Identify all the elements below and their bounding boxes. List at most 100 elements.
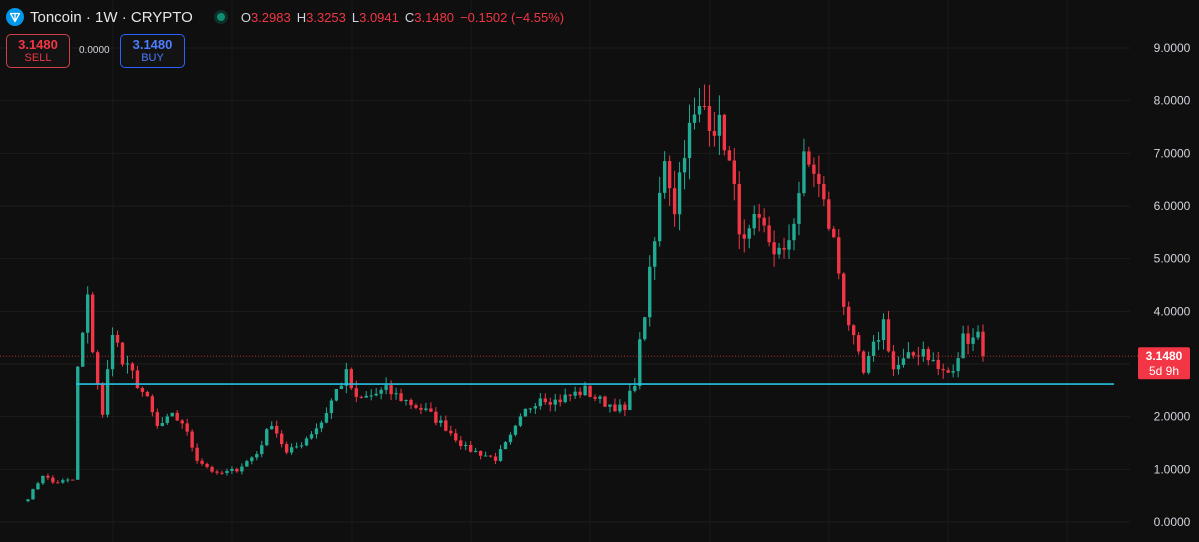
candle[interactable] xyxy=(643,316,647,342)
candle[interactable] xyxy=(911,351,916,359)
candle[interactable] xyxy=(802,138,806,197)
candle[interactable] xyxy=(702,84,707,111)
candle[interactable] xyxy=(100,381,105,418)
candle[interactable] xyxy=(309,431,314,440)
candle[interactable] xyxy=(677,161,682,231)
candle[interactable] xyxy=(931,352,935,363)
candle[interactable] xyxy=(672,170,677,227)
candle[interactable] xyxy=(891,344,896,377)
candle[interactable] xyxy=(71,479,75,481)
candle[interactable] xyxy=(414,403,418,410)
candle[interactable] xyxy=(76,365,80,480)
candle[interactable] xyxy=(961,325,965,359)
candle[interactable] xyxy=(205,462,209,469)
candle[interactable] xyxy=(956,352,960,378)
candle[interactable] xyxy=(150,394,155,417)
candle[interactable] xyxy=(881,313,886,350)
candle[interactable] xyxy=(319,420,324,433)
candle[interactable] xyxy=(553,393,557,412)
candle[interactable] xyxy=(210,465,214,474)
candle[interactable] xyxy=(712,111,717,147)
candle[interactable] xyxy=(449,425,453,436)
candle[interactable] xyxy=(667,155,672,206)
candle[interactable] xyxy=(707,84,712,147)
candle[interactable] xyxy=(41,475,45,486)
candle[interactable] xyxy=(548,397,552,412)
candle[interactable] xyxy=(110,327,115,377)
candle[interactable] xyxy=(822,176,826,207)
candle[interactable] xyxy=(722,113,727,156)
candle[interactable] xyxy=(856,332,861,355)
candle[interactable] xyxy=(697,88,702,123)
candle[interactable] xyxy=(190,429,194,452)
candle[interactable] xyxy=(732,147,736,201)
candle[interactable] xyxy=(966,325,970,355)
candle[interactable] xyxy=(130,362,135,379)
candle[interactable] xyxy=(434,407,438,426)
candle[interactable] xyxy=(638,332,642,390)
candle[interactable] xyxy=(851,324,856,345)
candle[interactable] xyxy=(662,151,667,199)
candle[interactable] xyxy=(563,388,567,404)
candle[interactable] xyxy=(235,467,239,473)
candle[interactable] xyxy=(772,230,776,267)
candle[interactable] xyxy=(682,140,687,190)
candle[interactable] xyxy=(792,218,796,251)
candle[interactable] xyxy=(886,310,891,353)
candle[interactable] xyxy=(379,387,383,400)
candle[interactable] xyxy=(56,480,60,484)
candle[interactable] xyxy=(230,466,234,474)
candle[interactable] xyxy=(135,365,140,390)
candle[interactable] xyxy=(46,473,50,481)
candle[interactable] xyxy=(464,441,468,451)
candle[interactable] xyxy=(842,272,846,315)
candle[interactable] xyxy=(314,423,319,439)
candle[interactable] xyxy=(324,407,329,424)
candle[interactable] xyxy=(757,204,761,232)
candle[interactable] xyxy=(832,226,836,239)
symbol-title[interactable]: Toncoin · 1W · CRYPTO xyxy=(30,8,193,26)
candle[interactable] xyxy=(747,224,751,249)
candle[interactable] xyxy=(633,377,637,393)
candle[interactable] xyxy=(404,399,408,406)
candle[interactable] xyxy=(215,469,219,475)
candle[interactable] xyxy=(921,341,926,362)
candle[interactable] xyxy=(782,237,786,259)
candle[interactable] xyxy=(81,331,85,367)
candle[interactable] xyxy=(260,440,264,458)
candle[interactable] xyxy=(901,348,906,368)
candle[interactable] xyxy=(558,394,562,407)
candle[interactable] xyxy=(195,443,199,464)
candle[interactable] xyxy=(588,385,592,398)
candle[interactable] xyxy=(473,447,478,453)
candle[interactable] xyxy=(85,286,90,344)
candle[interactable] xyxy=(513,424,518,437)
candle[interactable] xyxy=(61,478,65,484)
candle[interactable] xyxy=(225,468,229,476)
candle[interactable] xyxy=(533,402,538,414)
candle[interactable] xyxy=(498,444,503,462)
candle[interactable] xyxy=(329,398,334,420)
candle[interactable] xyxy=(26,499,30,503)
candle[interactable] xyxy=(155,408,160,429)
candle[interactable] xyxy=(488,455,493,458)
candle[interactable] xyxy=(687,104,692,180)
candle[interactable] xyxy=(628,384,632,411)
candle[interactable] xyxy=(762,208,766,233)
candle[interactable] xyxy=(95,350,100,390)
candle[interactable] xyxy=(294,442,299,449)
candle[interactable] xyxy=(140,386,145,397)
candle[interactable] xyxy=(374,388,378,397)
candle[interactable] xyxy=(304,436,309,447)
candle[interactable] xyxy=(817,155,821,197)
candle[interactable] xyxy=(608,404,612,413)
candle[interactable] xyxy=(946,367,950,373)
candle[interactable] xyxy=(598,395,602,404)
candle[interactable] xyxy=(394,387,398,400)
candle[interactable] xyxy=(767,216,771,247)
candle[interactable] xyxy=(906,342,911,359)
candle[interactable] xyxy=(284,441,289,455)
candle[interactable] xyxy=(245,459,249,467)
candle[interactable] xyxy=(752,205,756,236)
candle[interactable] xyxy=(692,97,697,130)
